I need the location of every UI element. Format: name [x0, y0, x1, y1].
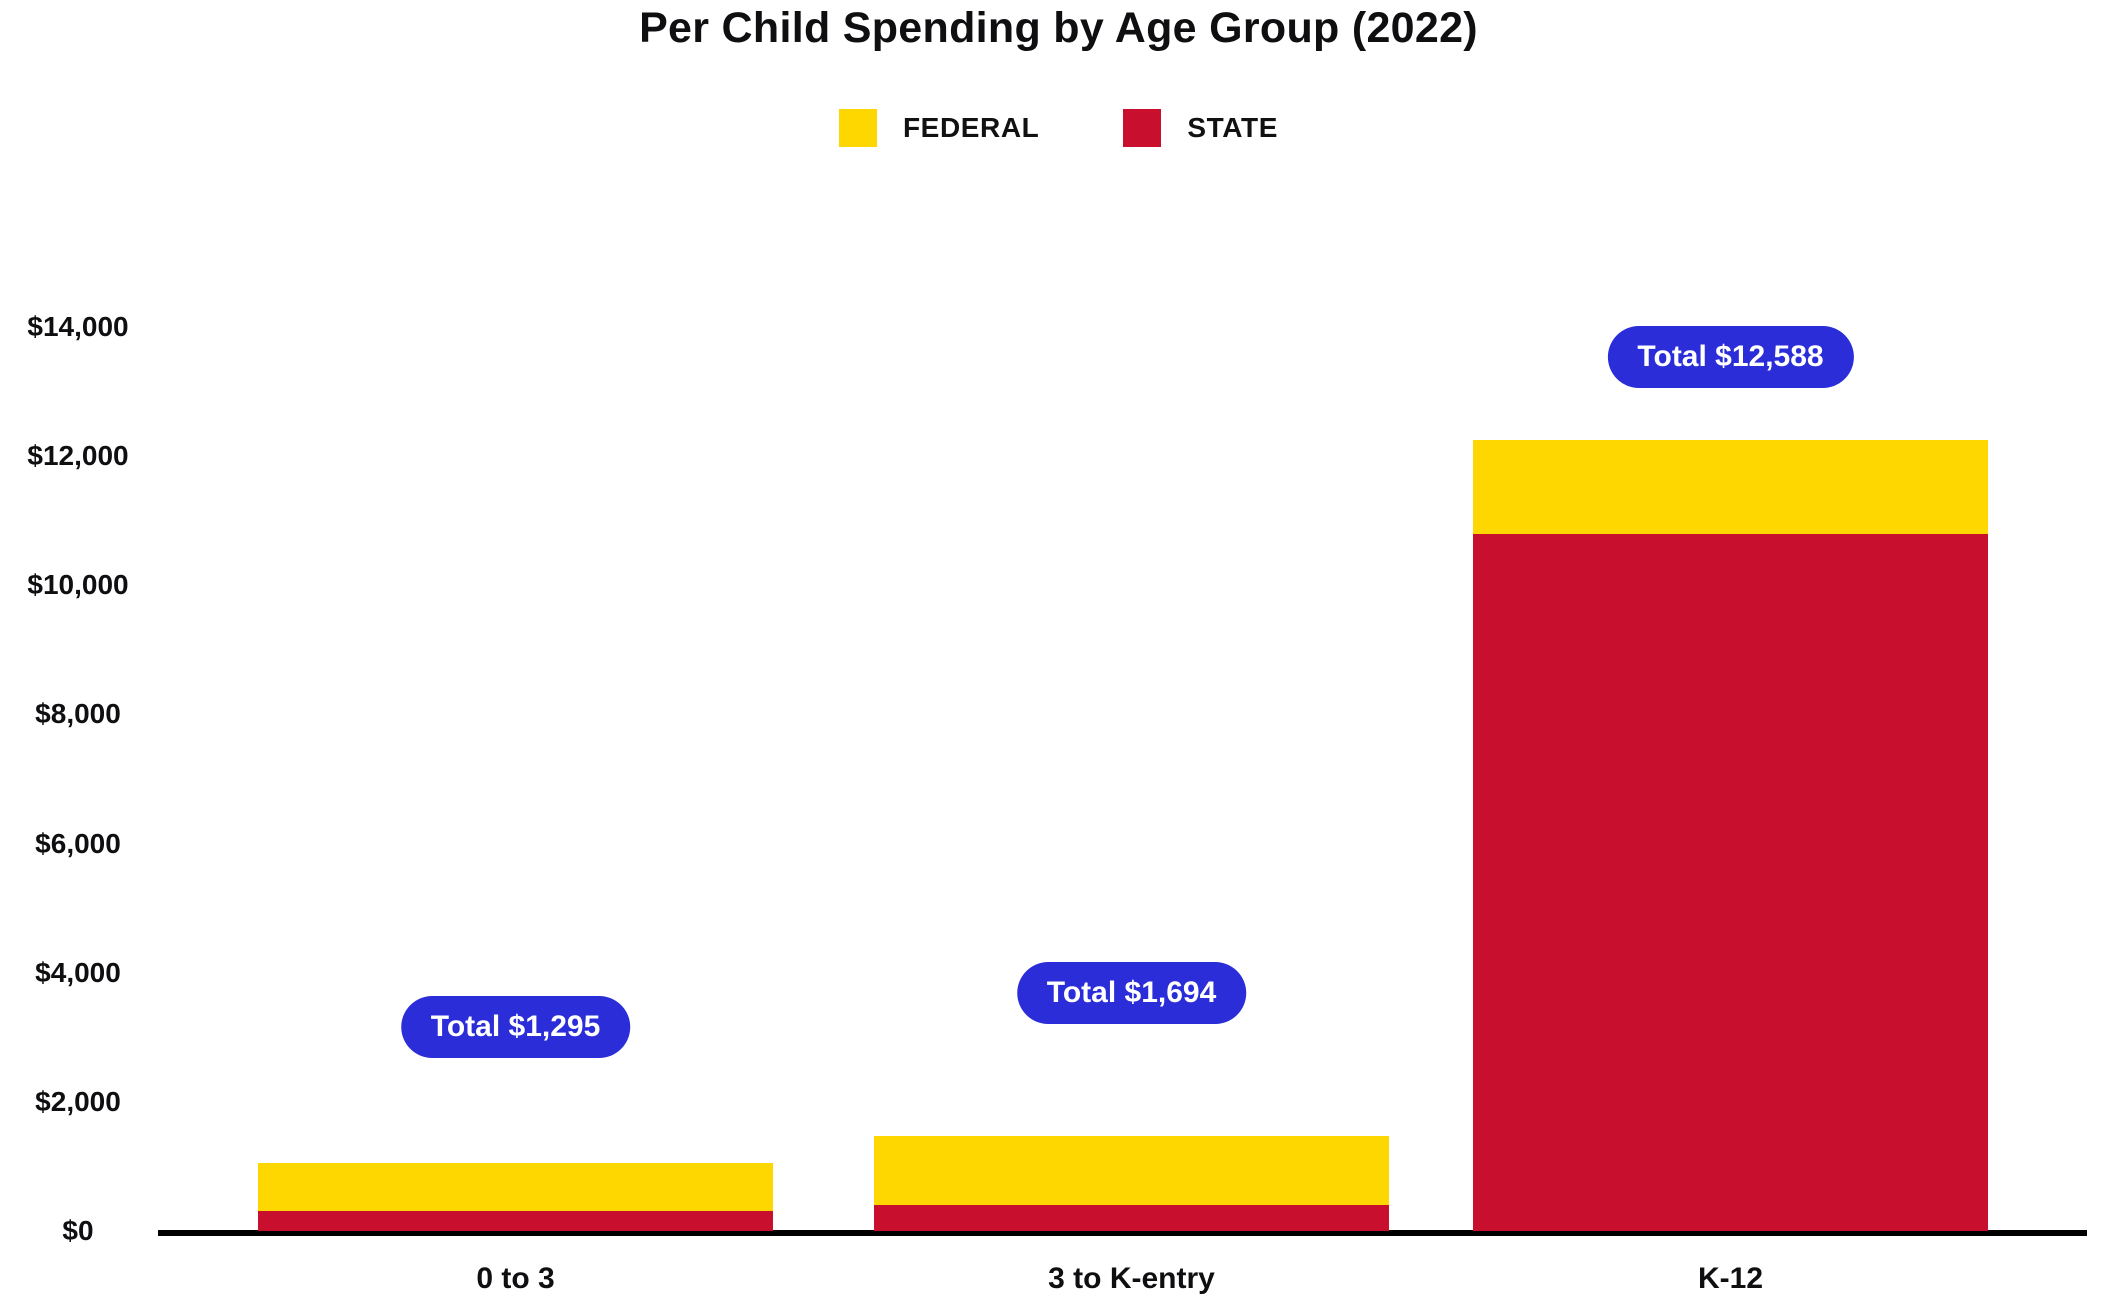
x-axis-line: [158, 1230, 2087, 1236]
legend-label-federal: FEDERAL: [902, 112, 1040, 143]
legend: FEDERAL STATE: [0, 108, 2117, 148]
y-axis-tick-label: $8,000: [35, 698, 121, 730]
x-axis-category-label-0-to-3: 0 to 3: [476, 1262, 555, 1295]
bar-segment-state-k-12[interactable]: [1473, 534, 1988, 1231]
bar-segment-federal-3-to-k-entry[interactable]: [874, 1136, 1389, 1205]
x-axis-category-label-3-to-k-entry: 3 to K-entry: [1048, 1262, 1215, 1295]
bar-segment-state-0-to-3[interactable]: [258, 1211, 773, 1231]
total-badge-3-to-k-entry: Total $1,694: [1016, 962, 1247, 1024]
y-axis-tick-label: $4,000: [35, 956, 121, 988]
y-axis-tick-label: $10,000: [27, 569, 129, 601]
chart-title: Per Child Spending by Age Group (2022): [639, 4, 1478, 52]
bar-segment-federal-k-12[interactable]: [1473, 440, 1988, 534]
bar-segment-federal-0-to-3[interactable]: [258, 1163, 773, 1211]
y-axis-tick-label: $2,000: [35, 1085, 121, 1117]
legend-item-federal[interactable]: FEDERAL: [838, 109, 1040, 147]
y-axis-tick-label: $0: [62, 1215, 94, 1246]
bar-segment-state-3-to-k-entry[interactable]: [874, 1205, 1389, 1231]
state-swatch-icon: [1123, 109, 1162, 147]
total-badge-0-to-3: Total $1,295: [400, 996, 631, 1058]
federal-swatch-icon: [838, 109, 877, 147]
y-axis-tick-label: $6,000: [35, 827, 121, 859]
x-axis-category-label-k-12: K-12: [1697, 1262, 1764, 1295]
legend-item-state[interactable]: STATE: [1123, 109, 1278, 147]
legend-label-state: STATE: [1187, 112, 1279, 143]
y-axis-tick-label: $12,000: [27, 440, 129, 472]
y-axis-tick-label: $14,000: [27, 311, 129, 342]
total-badge-k-12: Total $12,588: [1607, 326, 1854, 388]
